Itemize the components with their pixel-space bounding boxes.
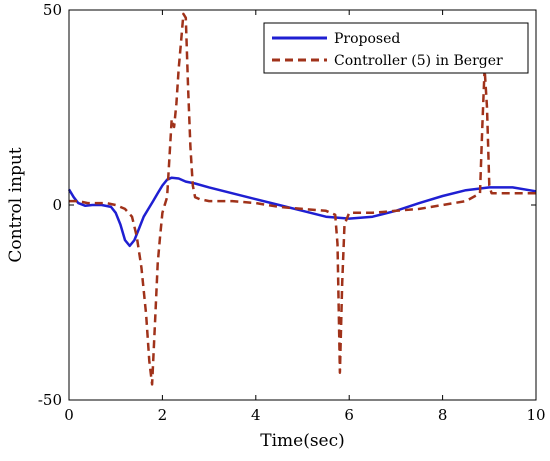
series-line-berger [69,12,536,386]
y-axis-title: Control input [6,147,26,262]
y-tick-label: -50 [38,391,62,409]
x-tick-label: 0 [64,406,74,424]
x-tick-label: 8 [438,406,448,424]
x-tick-label: 6 [344,406,354,424]
legend-label-proposed: Proposed [334,31,400,47]
y-tick-label: 50 [43,1,62,19]
y-tick-label: 0 [52,196,62,214]
legend-label-berger: Controller (5) in Berger [334,53,503,69]
x-tick-label: 10 [526,406,545,424]
series-layer [67,12,537,386]
legend: Proposed Controller (5) in Berger [263,22,529,74]
x-axis-title: Time(sec) [260,431,345,451]
x-tick-label: 2 [158,406,168,424]
legend-box [263,22,529,74]
x-tick-label: 4 [251,406,261,424]
